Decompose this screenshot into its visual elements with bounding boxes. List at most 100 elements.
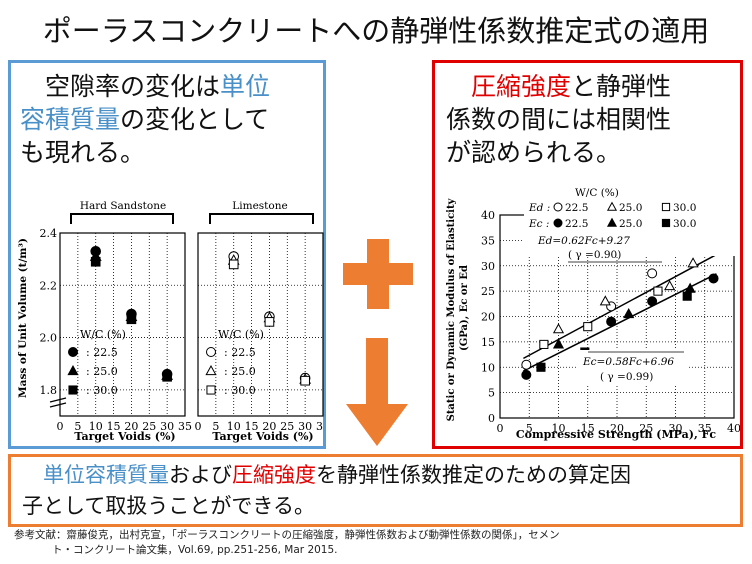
el-xtick-label: 35 (698, 422, 712, 435)
el-equation-ed: Ed=0.62Fc+9.27 (537, 235, 630, 247)
bottom-text-a: 単位容積質量 (43, 463, 169, 487)
el-ytick-label: 10 (481, 361, 495, 374)
unit-volume-chart: Hard Sandstone Limestone 0 5 10 15 20 25 30 35 0… (17, 200, 324, 443)
el-xtick-label: 15 (581, 422, 595, 435)
right-text-2: 係数の間には相関性 (446, 105, 672, 134)
plus-sign (343, 239, 413, 309)
el-legend-label: 30.0 (673, 218, 696, 230)
el-legend-marker (661, 218, 671, 228)
uv-ylabel: Mass of Unit Volume (t/m³) (17, 238, 29, 398)
el-legend-marker (661, 202, 671, 212)
left-text-2a: 容積質量 (20, 105, 121, 134)
el-legend-label: 22.5 (565, 202, 588, 214)
uv-xtick-label: 10 (89, 420, 103, 433)
uv-xtick-label: 15 (245, 420, 259, 433)
el-point (521, 359, 532, 370)
el-ytick-label: 5 (488, 387, 495, 400)
left-text-3: も現れる。 (20, 138, 146, 167)
el-point (647, 268, 658, 279)
el-xlabel: Compressive Strength (MPa), Fc (516, 428, 717, 441)
bottom-text-c: 圧縮強度 (232, 463, 316, 487)
el-xtick-label: 40 (727, 422, 740, 435)
bottom-panel-box (8, 454, 743, 527)
uv-point (90, 256, 101, 267)
limestone-bracket (209, 213, 314, 224)
uv-point (228, 259, 239, 270)
el-legend-marker (606, 201, 618, 211)
uv-xlabel-left: Target Voids (%) (74, 430, 175, 443)
uv-ytick-label: 2.4 (40, 227, 58, 240)
right-panel-text: 圧縮強度と静弾性 係数の間には相関性 が認められる。 (446, 70, 742, 169)
el-point (687, 257, 699, 268)
el-equation-ec: Ec=0.58Fc+6.96 (582, 356, 674, 368)
el-point (664, 280, 676, 291)
el-legend-ec: Ec : (528, 218, 549, 230)
uv-legend-marker (205, 365, 217, 376)
el-legend-label: 30.0 (673, 202, 696, 214)
el-point (682, 291, 692, 301)
uv-panel-frame (59, 232, 186, 417)
el-ytick-label: 25 (481, 285, 495, 298)
uv-xtick-label: 5 (74, 420, 81, 433)
el-xtick-label: 20 (610, 422, 624, 435)
el-point (708, 273, 719, 284)
el-legend-marker (553, 202, 563, 212)
el-point (583, 322, 593, 332)
bottom-text-line2: 子として取扱うことができる。 (22, 494, 315, 518)
el-legend-label: 25.0 (619, 218, 642, 230)
left-text-1a: 空隙率の変化は (45, 72, 221, 101)
uv-xtick-label: 25 (142, 420, 156, 433)
el-ytick-label: 40 (481, 209, 495, 222)
panel-title-sandstone: Hard Sandstone (80, 200, 166, 212)
el-ytick-label: 20 (481, 311, 495, 324)
uv-ytick-label: 2.0 (40, 332, 58, 345)
el-ytick-label: 35 (481, 234, 495, 247)
el-point (539, 339, 549, 349)
uv-legend-label: : 25.0 (224, 365, 256, 378)
uv-legend-label: : 22.5 (224, 346, 256, 359)
el-ytick-label: 0 (488, 412, 495, 425)
right-text-1a: 圧縮強度 (471, 72, 572, 101)
uv-legend-title: W/C (%) (80, 328, 126, 341)
left-text-1b: 単位 (220, 72, 271, 101)
bottom-text-d: を静弾性係数推定のための算定因 (316, 463, 631, 487)
el-xtick-label: 25 (639, 422, 653, 435)
el-point (599, 295, 611, 306)
uv-panel-frame (197, 232, 324, 417)
el-point (536, 362, 546, 372)
uv-break-line (49, 397, 67, 403)
el-legend-label: 22.5 (565, 218, 588, 230)
el-point (623, 307, 635, 319)
bottom-panel-text: 単位容積質量および圧縮強度を静弾性係数推定のための算定因 子として取扱うことがで… (22, 460, 737, 522)
uv-legend-marker (68, 385, 78, 395)
el-point (647, 296, 658, 307)
uv-xtick-label: 30 (160, 420, 174, 433)
plus-bar-vertical (367, 239, 389, 309)
el-legend-ed: Ed : (528, 202, 550, 214)
el-legend-label: 25.0 (619, 202, 642, 214)
el-legend-marker (553, 218, 563, 228)
page-title: ポーラスコンクリートへの静弾性係数推定式の適用 (42, 14, 710, 48)
uv-point (126, 314, 137, 325)
sandstone-bracket (70, 213, 174, 224)
uv-xtick-label: 15 (107, 420, 121, 433)
down-arrow (346, 338, 408, 446)
uv-xtick-label: 20 (262, 420, 276, 433)
uv-ytick-label: 2.2 (40, 279, 58, 292)
uv-xtick-label: 35 (316, 420, 324, 433)
uv-point (162, 371, 172, 382)
el-point (552, 338, 565, 349)
uv-legend-marker (206, 347, 216, 357)
uv-xtick-label: 20 (124, 420, 138, 433)
el-point (552, 323, 565, 334)
uv-xtick-label: 10 (227, 420, 241, 433)
reference-line1: 参考文献：齋藤俊克，出村克宣，「ポーラスコンクリートの圧縮強度，静弾性係数および… (14, 529, 560, 541)
right-text-1b: と静弾性 (571, 72, 672, 101)
left-indent (20, 72, 45, 101)
uv-legend-marker (67, 365, 79, 376)
uv-xtick-label: 25 (280, 420, 294, 433)
el-xtick-label: 30 (669, 422, 683, 435)
left-panel-box (8, 60, 326, 449)
el-point (606, 316, 617, 327)
reference: 参考文献：齋藤俊克，出村克宣，「ポーラスコンクリートの圧縮強度，静弾性係数および… (14, 528, 744, 558)
